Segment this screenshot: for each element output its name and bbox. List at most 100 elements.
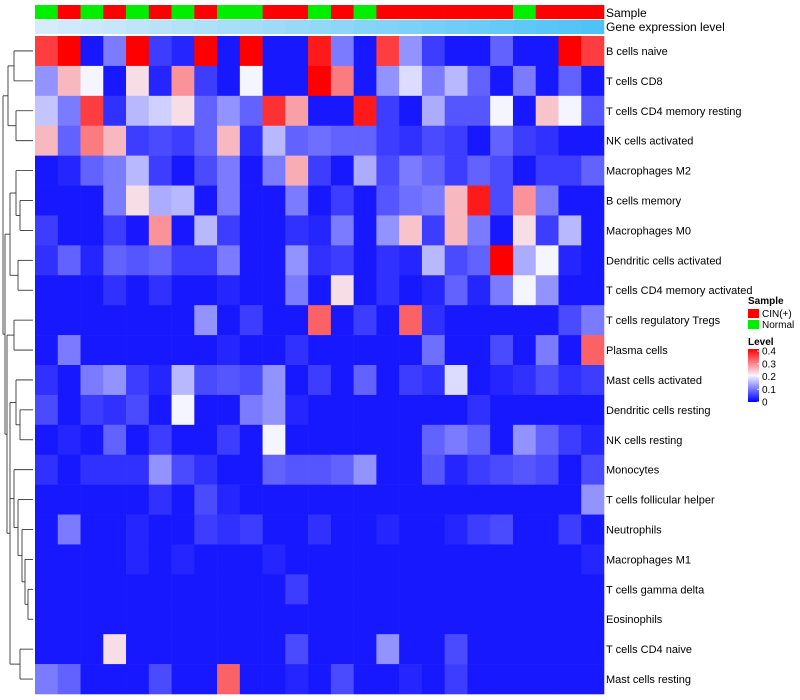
heatmap-cell <box>467 335 491 366</box>
heatmap-cell <box>399 215 423 246</box>
heatmap-cell <box>353 604 377 635</box>
heatmap-cell <box>262 65 286 97</box>
heatmap-cell <box>126 185 150 216</box>
heatmap-cell <box>194 95 218 127</box>
heatmap-cell <box>239 544 263 575</box>
heatmap-cell <box>194 305 218 336</box>
heatmap-cell <box>80 574 104 605</box>
heatmap-cell <box>512 365 537 396</box>
heatmap-cell <box>444 335 468 366</box>
level-tick-label: 0 <box>762 398 768 409</box>
heatmap-cell <box>535 574 559 605</box>
heatmap-cell <box>57 335 81 366</box>
heatmap-cell <box>467 365 491 396</box>
level-tick-label: 0.1 <box>762 385 776 396</box>
heatmap-cell <box>262 514 286 545</box>
heatmap-cell <box>330 215 354 246</box>
heatmap-cell <box>239 215 263 246</box>
heatmap-cell <box>308 125 332 156</box>
heatmap-cell <box>285 155 309 186</box>
heatmap-cell <box>490 215 514 246</box>
heatmap-cell <box>581 275 605 306</box>
heatmap-cell <box>581 424 605 456</box>
sample-annotation-cell <box>581 5 605 19</box>
heatmap-cell <box>421 245 445 276</box>
heatmap-cell <box>35 424 59 456</box>
expression-annotation-cell <box>376 20 400 34</box>
heatmap-cell <box>126 36 150 67</box>
heatmap-cell <box>285 125 309 156</box>
heatmap-cell <box>285 604 309 635</box>
heatmap-cell <box>285 484 309 515</box>
heatmap-cell <box>512 544 537 575</box>
row-dendrogram <box>2 50 33 680</box>
expression-annotation-cell <box>490 20 514 34</box>
heatmap-cell <box>308 634 332 665</box>
heatmap-cell <box>217 604 241 635</box>
heatmap-cell <box>126 664 150 695</box>
heatmap-cell <box>353 305 377 336</box>
heatmap-cell <box>330 424 354 456</box>
heatmap-cell <box>148 95 172 127</box>
heatmap-cell <box>148 424 172 456</box>
row-label: Dendritic cells activated <box>606 255 722 267</box>
heatmap-cell <box>467 394 491 426</box>
sample-annotation-cell <box>444 5 468 19</box>
heatmap-cell <box>57 155 81 186</box>
heatmap-cell <box>399 514 423 545</box>
heatmap-cell <box>35 95 59 127</box>
heatmap-cell <box>308 574 332 605</box>
heatmap-cell <box>35 335 59 366</box>
sample-annotation-cell <box>103 5 127 19</box>
heatmap-cell <box>512 574 537 605</box>
heatmap-cell <box>194 155 218 186</box>
heatmap-cell <box>512 634 537 665</box>
heatmap-cell <box>421 544 445 575</box>
expression-annotation-cell <box>399 20 423 34</box>
row-label: B cells naive <box>606 46 668 58</box>
heatmap-cell <box>126 95 150 127</box>
heatmap-cell <box>285 335 309 366</box>
heatmap-cell <box>490 335 514 366</box>
heatmap-cell <box>35 604 59 635</box>
heatmap-cell <box>285 95 309 127</box>
heatmap-cell <box>171 365 195 396</box>
heatmap-cell <box>308 454 332 485</box>
heatmap-cell <box>57 65 81 97</box>
heatmap-cell <box>262 36 286 67</box>
heatmap-cell <box>353 484 377 515</box>
heatmap-cell <box>239 664 263 695</box>
heatmap-cell <box>217 36 241 67</box>
heatmap-cell <box>353 454 377 485</box>
heatmap-cell <box>80 275 104 306</box>
heatmap-cell <box>512 125 537 156</box>
heatmap-cell <box>444 305 468 336</box>
heatmap-cell <box>35 454 59 485</box>
heatmap-cell <box>376 305 400 336</box>
sample-annotation-cell <box>217 5 241 19</box>
heatmap-cell <box>512 484 537 515</box>
heatmap-cell <box>330 544 354 575</box>
heatmap-cell <box>490 514 514 545</box>
heatmap-cell <box>421 424 445 456</box>
heatmap-cell <box>399 604 423 635</box>
heatmap-cell <box>467 275 491 306</box>
heatmap-cell <box>57 36 81 67</box>
heatmap-cell <box>353 664 377 695</box>
heatmap-cell <box>535 424 559 456</box>
heatmap-cell <box>444 275 468 306</box>
heatmap-cell <box>581 604 605 635</box>
heatmap-cell <box>194 125 218 156</box>
heatmap-cell <box>126 215 150 246</box>
heatmap-cell <box>467 65 491 97</box>
heatmap-cell <box>194 604 218 635</box>
row-label: T cells CD4 naive <box>606 644 692 656</box>
heatmap-cell <box>512 514 537 545</box>
heatmap-cell <box>217 424 241 456</box>
expression-annotation-cell <box>217 20 241 34</box>
heatmap-cell <box>330 275 354 306</box>
heatmap-cell <box>103 95 127 127</box>
heatmap-cell <box>535 185 559 216</box>
heatmap-cell <box>148 215 172 246</box>
heatmap-cell <box>535 155 559 186</box>
